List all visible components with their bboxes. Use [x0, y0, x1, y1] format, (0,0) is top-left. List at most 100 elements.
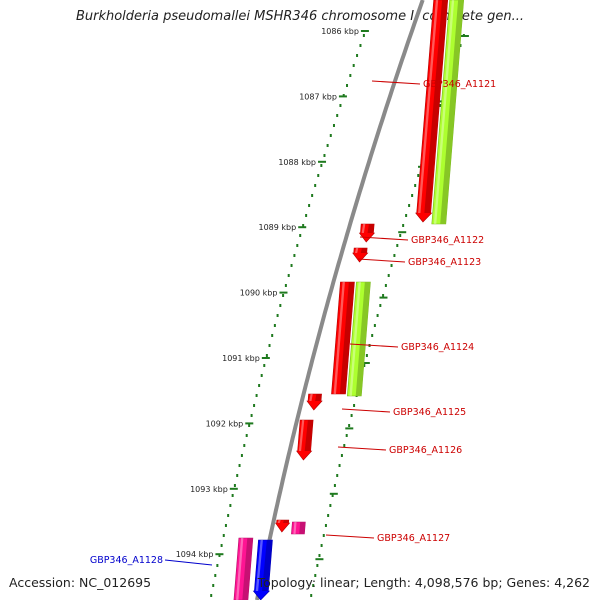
gene-label-gbp346_a1123[interactable]: GBP346_A1123 [408, 257, 481, 268]
left-guide-dot [314, 184, 317, 187]
kbp-tick-label: 1087 kbp [299, 92, 337, 101]
kbp-tick-label: 1090 kbp [240, 289, 278, 298]
left-guide-dot [359, 44, 362, 47]
left-guide-dot [326, 144, 329, 147]
gene-labels: GBP346_A1121 GBP346_A1122 GBP346_A1123 GBP3… [90, 79, 496, 566]
left-guide-dot [238, 464, 241, 467]
right-guide-dot [459, 44, 462, 47]
left-guide-dot [216, 564, 219, 567]
kbp-tick-mark [215, 553, 224, 556]
gene-bar-a1121-complement-shade [440, 0, 464, 224]
kbp-tick-label: 1093 kbp [190, 485, 228, 494]
left-guide-dot [296, 244, 299, 247]
right-guide-dot [365, 354, 368, 357]
left-guide-dot [233, 484, 236, 487]
left-guide-dot [218, 554, 221, 557]
gene-arrow-a1121[interactable] [415, 0, 449, 223]
gene-features [233, 0, 465, 600]
right-guide-dot [393, 254, 396, 257]
gene-label-leader [359, 236, 409, 241]
gene-bar-a1121-complement-highlight [433, 0, 455, 224]
gene-arrow-a1125-shade [315, 394, 322, 401]
left-guide-dot [336, 114, 339, 117]
right-guide-dot [320, 544, 323, 547]
gene-arrow-a1122[interactable] [358, 223, 376, 243]
right-guide-dot [387, 274, 390, 277]
gene-arrow-a1121-highlight [418, 0, 439, 213]
right-guide-dot [343, 444, 346, 447]
kbp-tick-label: 1089 kbp [259, 223, 297, 232]
left-guide-dot [224, 524, 227, 527]
left-guide-dot [346, 84, 349, 87]
kbp-tick-mark [298, 226, 307, 229]
gene-bar-a1127-pseudo-shade [299, 522, 306, 534]
gene-arrow-a1123[interactable] [352, 247, 369, 263]
gene-arrow-a1125[interactable] [306, 393, 323, 411]
right-guide-dot [384, 284, 387, 287]
right-guide-dot [417, 174, 420, 177]
gene-bar-a1128-pseudo-shade [242, 538, 253, 600]
gene-arrow-a1127[interactable] [274, 519, 291, 533]
right-guide-dot [363, 364, 366, 367]
left-guide-dot [332, 124, 335, 127]
gene-label-gbp346_a1126[interactable]: GBP346_A1126 [389, 445, 462, 456]
right-guide-dot [324, 524, 327, 527]
gene-label-gbp346_a1124[interactable]: GBP346_A1124 [401, 342, 474, 353]
gene-arrow-a1128[interactable] [252, 539, 273, 600]
gene-bar-a1127-pseudo[interactable] [291, 521, 306, 535]
gene-arrow-a1126[interactable] [296, 419, 314, 461]
kbp-tick-mark [379, 296, 388, 299]
gene-label-leader [357, 258, 406, 263]
kbp-tick-mark [460, 35, 469, 37]
right-guide-dot [338, 464, 341, 467]
left-guide-dot [293, 254, 296, 257]
left-guide-dot [227, 514, 230, 517]
left-guide-dot [273, 324, 276, 327]
left-guide-dot [258, 384, 261, 387]
gene-bar-a1124[interactable] [331, 281, 355, 395]
right-guide-dot [353, 404, 356, 407]
kbp-tick-mark [279, 291, 288, 294]
kbp-ticks: 1086 kbp 1087 kbp 1088 kbp 1089 kbp 1090 kbp… [176, 27, 469, 561]
left-guide-dot [229, 504, 232, 507]
kbp-tick-mark [345, 427, 354, 430]
left-guide-dot [220, 544, 223, 547]
left-guide-dot [268, 344, 271, 347]
gene-label-gbp346_a1125[interactable]: GBP346_A1125 [393, 407, 466, 418]
gene-label-leader [371, 80, 421, 85]
kbp-tick-mark [318, 160, 327, 163]
left-guide-dot [317, 174, 320, 177]
left-guide-dot [282, 294, 285, 297]
gene-label-leader [325, 534, 375, 539]
gene-label-gbp346_a1121[interactable]: GBP346_A1121 [423, 79, 496, 90]
gene-bar-a1127-pseudo-highlight [293, 522, 297, 534]
left-guide-dot [263, 364, 266, 367]
left-guide-dot [339, 104, 342, 107]
gene-bar-a1128-pseudo-highlight [236, 538, 244, 600]
left-guide-dot [250, 414, 253, 417]
left-guide-dot [276, 314, 279, 317]
left-guide-dot [255, 394, 258, 397]
gene-label-gbp346_a1128[interactable]: GBP346_A1128 [90, 555, 163, 566]
left-guide-dot [214, 574, 217, 577]
kbp-tick-label: 1086 kbp [321, 27, 359, 36]
left-guide-dot [362, 34, 365, 37]
gene-label-leader [341, 408, 391, 413]
right-guide-dot [327, 514, 330, 517]
kbp-tick-mark [329, 492, 338, 495]
kbp-tick-mark [229, 487, 238, 490]
right-guide-dot [379, 304, 382, 307]
right-guide-dot [310, 594, 313, 597]
gene-label-gbp346_a1127[interactable]: GBP346_A1127 [377, 533, 450, 544]
gene-bar-a1128-pseudo[interactable] [233, 537, 254, 600]
left-guide-dot [287, 274, 290, 277]
gene-bar-a1121-complement[interactable] [431, 0, 465, 225]
left-guide-dot [210, 594, 213, 597]
kbp-tick-mark [338, 95, 347, 98]
left-guide-dot [329, 134, 332, 137]
gene-bar-a1124-complement-highlight [349, 282, 361, 396]
right-guide-dot [314, 574, 317, 577]
gene-label-gbp346_a1122[interactable]: GBP346_A1122 [411, 235, 484, 246]
gene-bar-a1124-complement[interactable] [346, 281, 371, 397]
